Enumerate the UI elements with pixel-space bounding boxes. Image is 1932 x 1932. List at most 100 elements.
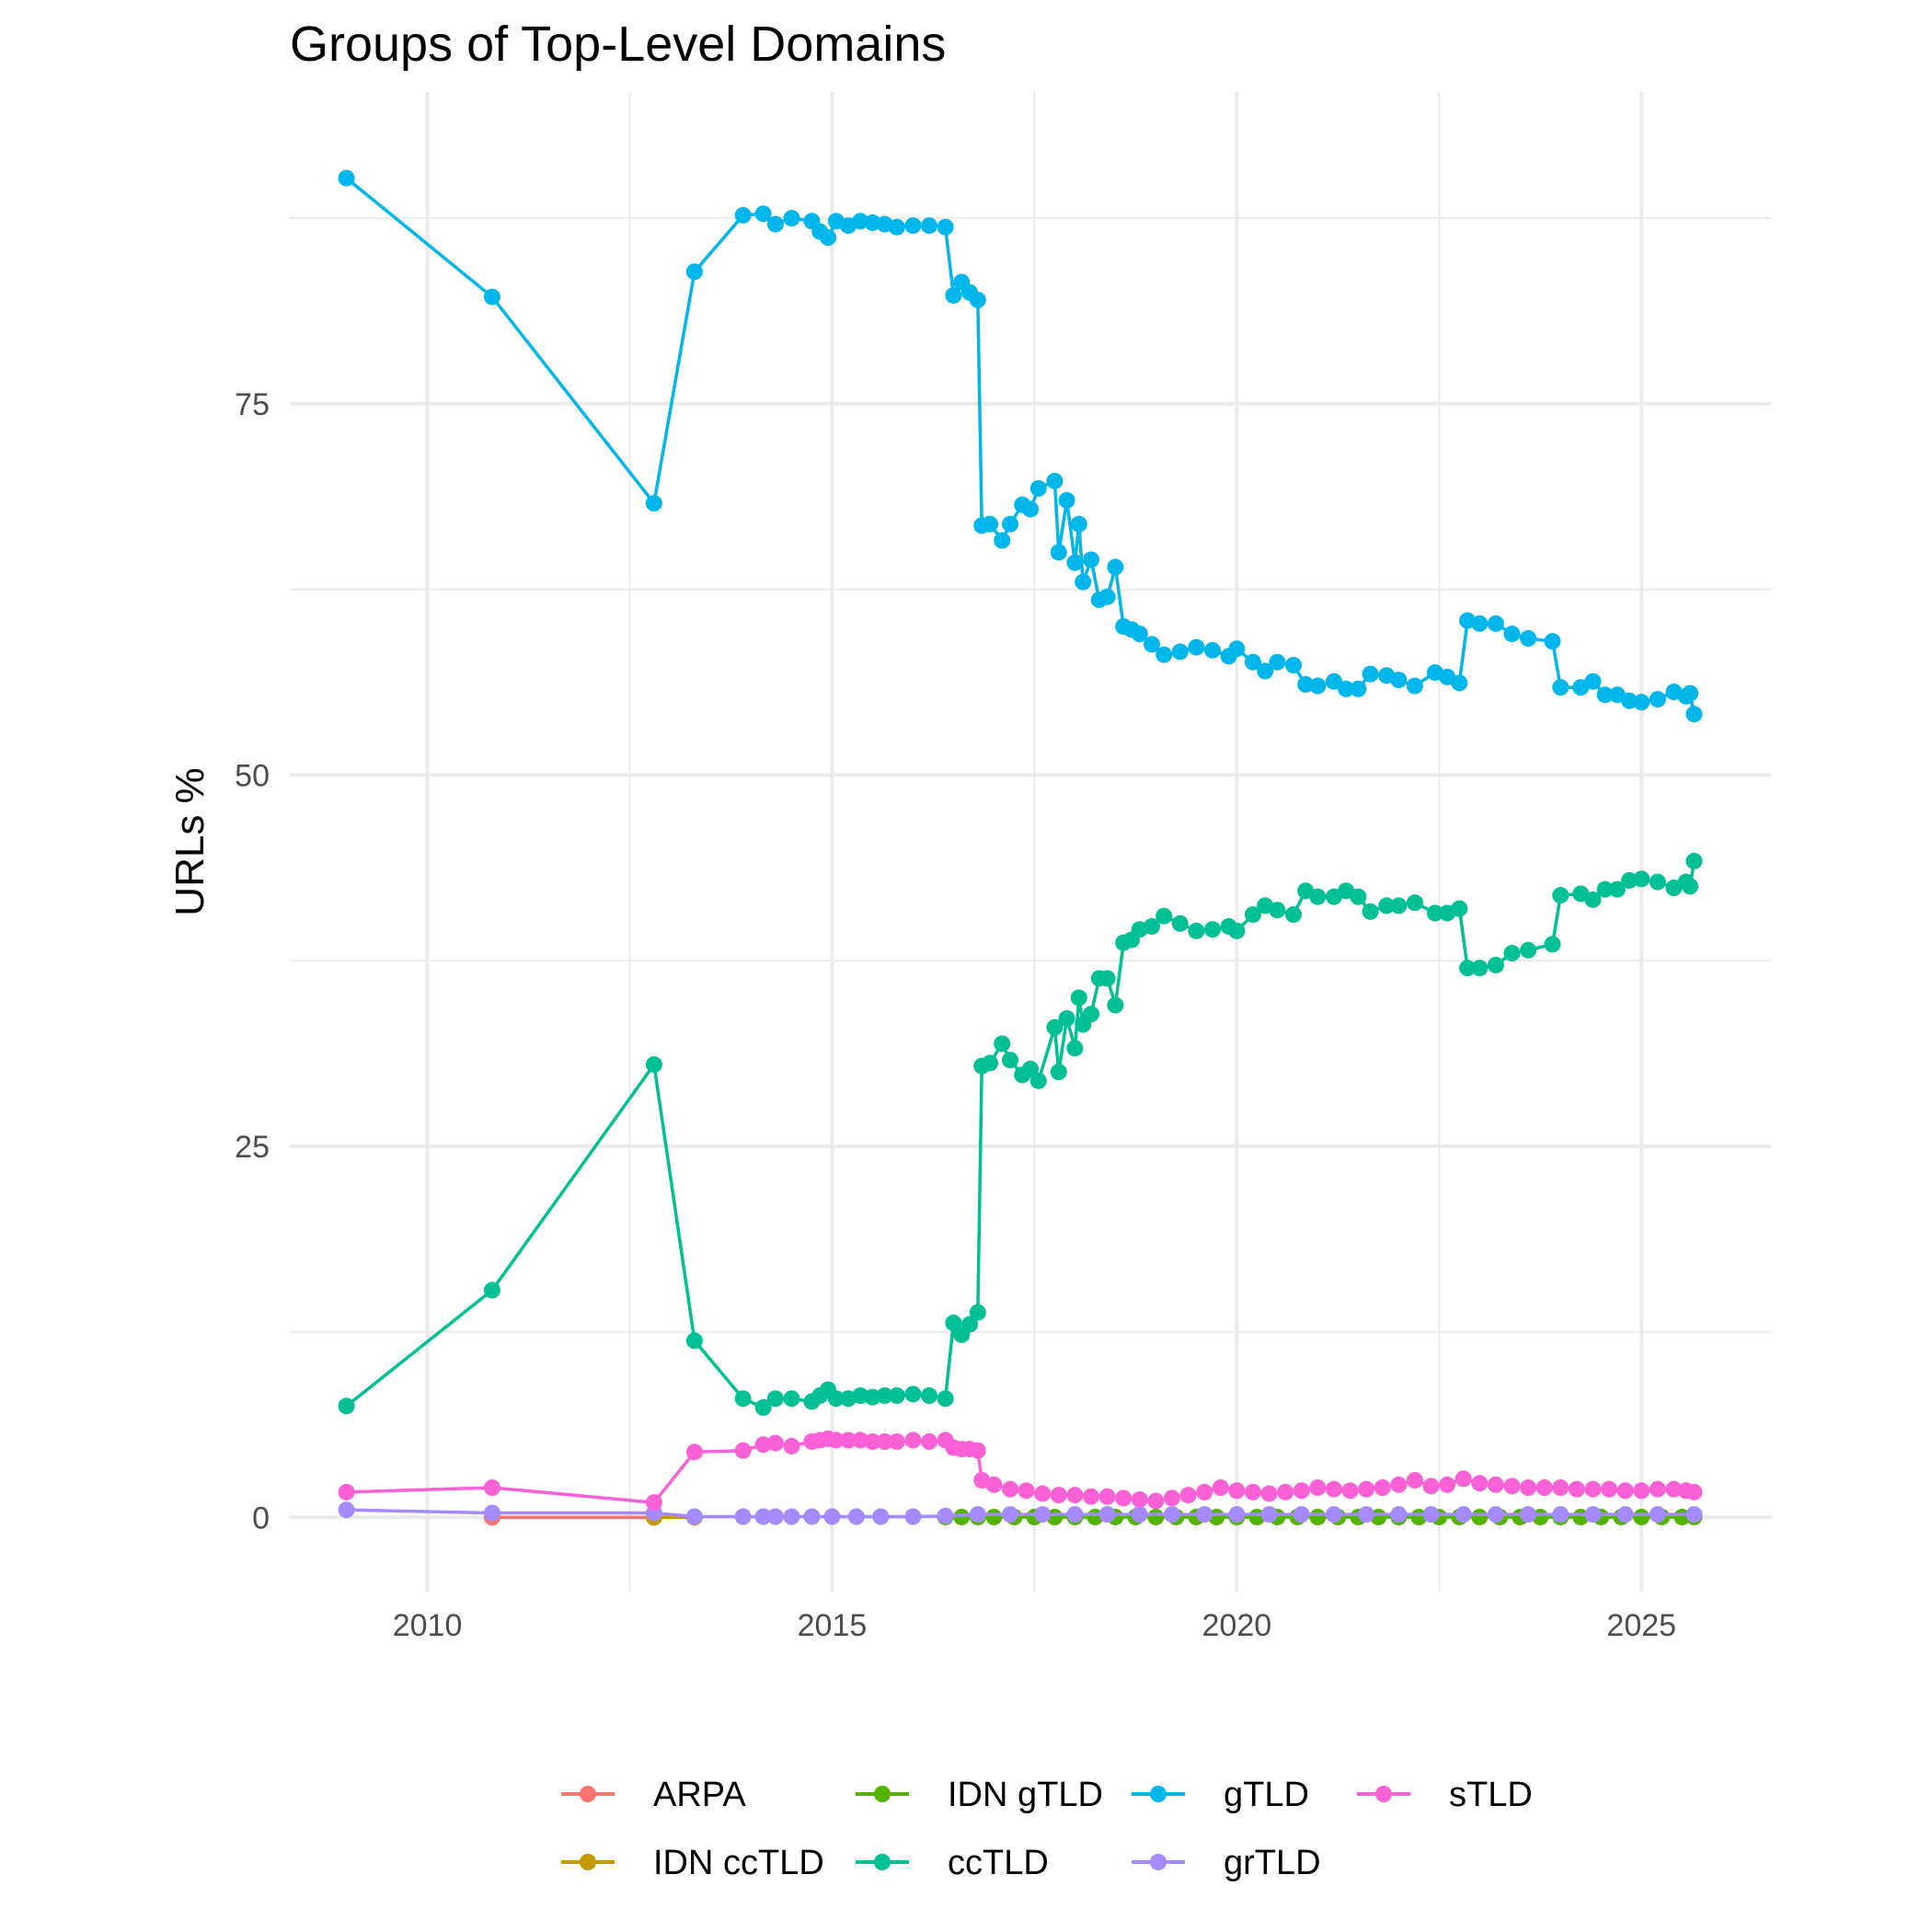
data-point-cctld: [1406, 894, 1423, 912]
data-point-grtld: [1034, 1506, 1052, 1524]
data-point-stld: [1179, 1487, 1197, 1504]
data-point-cctld: [734, 1390, 752, 1408]
data-point-stld: [1034, 1485, 1052, 1502]
data-point-stld: [1374, 1479, 1391, 1497]
data-point-idn-gtld: [953, 1508, 971, 1525]
data-point-grtld: [734, 1508, 752, 1525]
legend-item-idn-cctld: IDN ccTLD: [561, 1844, 824, 1882]
data-point-cctld: [1649, 873, 1666, 891]
data-point-gtld: [1552, 679, 1570, 696]
series-layer: [338, 169, 1703, 1526]
data-point-cctld: [1070, 989, 1087, 1006]
series-stld: [338, 1430, 1703, 1512]
gridlines: [290, 92, 1771, 1592]
data-point-stld: [1422, 1478, 1440, 1495]
data-point-stld: [1685, 1483, 1703, 1501]
data-point-gtld: [1520, 629, 1537, 647]
data-point-grtld: [823, 1508, 841, 1525]
data-point-stld: [921, 1433, 938, 1450]
data-point-gtld: [994, 532, 1011, 549]
data-point-stld: [1552, 1479, 1570, 1497]
data-point-grtld: [904, 1508, 922, 1525]
data-point-grtld: [969, 1506, 986, 1524]
data-point-gtld: [734, 206, 752, 224]
legend-label: gTLD: [1224, 1776, 1309, 1814]
data-point-stld: [1196, 1483, 1213, 1501]
data-point-cctld: [1378, 897, 1396, 914]
data-point-stld: [1455, 1470, 1472, 1488]
data-point-cctld: [1544, 936, 1561, 953]
data-point-gtld: [945, 287, 962, 305]
data-point-cctld: [1228, 922, 1246, 939]
data-point-gtld: [969, 291, 986, 308]
data-point-gtld: [1082, 551, 1099, 569]
data-point-stld: [904, 1432, 922, 1449]
data-point-stld: [864, 1433, 881, 1450]
series-line-gtld: [345, 177, 1696, 715]
data-point-gtld: [1075, 573, 1092, 591]
data-point-stld: [1131, 1490, 1148, 1508]
data-point-gtld: [1297, 675, 1315, 693]
data-point-cctld: [1426, 904, 1443, 922]
data-point-grtld: [754, 1508, 772, 1525]
data-point-gtld: [1188, 638, 1205, 656]
data-point-gtld: [1487, 615, 1504, 632]
data-point-cctld: [766, 1390, 784, 1408]
data-point-idn-gtld: [1147, 1508, 1165, 1525]
data-point-cctld: [1503, 945, 1521, 962]
data-point-stld: [1115, 1489, 1133, 1507]
data-point-grtld: [338, 1501, 355, 1519]
data-point-cctld: [937, 1390, 954, 1408]
data-point-gtld: [1649, 691, 1666, 708]
data-point-grtld: [1002, 1506, 1019, 1524]
data-point-idn-gtld: [985, 1508, 1003, 1525]
data-point-stld: [1665, 1480, 1683, 1498]
data-point-grtld: [872, 1508, 890, 1525]
data-point-gtld: [685, 263, 703, 281]
data-point-grtld: [1649, 1506, 1666, 1524]
data-point-cctld: [1269, 902, 1286, 919]
data-point-stld: [734, 1442, 752, 1459]
data-point-stld: [1018, 1482, 1035, 1500]
data-point-stld: [645, 1494, 662, 1512]
legend-item-arpa: ARPA: [561, 1776, 746, 1814]
data-point-gtld: [1596, 686, 1614, 704]
legend-key-point: [1150, 1786, 1167, 1802]
data-point-gtld: [1098, 588, 1116, 605]
data-point-stld: [1601, 1480, 1618, 1498]
data-point-cctld: [1050, 1064, 1067, 1081]
data-point-cctld: [888, 1386, 905, 1404]
data-point-gtld: [1471, 615, 1489, 632]
data-point-cctld: [945, 1314, 962, 1331]
data-point-cctld: [1596, 880, 1614, 898]
legend-item-gtld: gTLD: [1132, 1776, 1309, 1814]
data-point-gtld: [1325, 673, 1342, 690]
data-point-stld: [1633, 1482, 1650, 1500]
data-point-grtld: [937, 1507, 954, 1524]
data-point-cctld: [1608, 880, 1626, 898]
data-point-cctld: [1046, 1018, 1064, 1036]
data-point-gtld: [1156, 646, 1173, 663]
data-point-stld: [1147, 1492, 1165, 1510]
data-point-stld: [338, 1483, 355, 1501]
data-point-cctld: [1309, 888, 1327, 905]
data-point-stld: [1212, 1479, 1229, 1497]
data-point-gtld: [852, 213, 869, 230]
x-tick-label: 2025: [1606, 1608, 1676, 1643]
data-point-stld: [1341, 1482, 1359, 1500]
series-gtld: [338, 169, 1703, 723]
series-line-cctld: [345, 860, 1696, 1409]
data-point-cctld: [1082, 1006, 1099, 1023]
data-point-gtld: [937, 218, 954, 236]
data-point-cctld: [1171, 914, 1189, 932]
data-point-gtld: [1544, 633, 1561, 650]
data-point-gtld: [1451, 674, 1468, 692]
chart-title: Groups of Top-Level Domains: [290, 17, 946, 72]
data-point-cctld: [1471, 960, 1489, 977]
y-tick-label: 25: [235, 1130, 270, 1165]
data-point-stld: [1616, 1482, 1634, 1500]
data-point-grtld: [1260, 1506, 1278, 1524]
data-point-gtld: [338, 169, 355, 187]
data-point-gtld: [1002, 515, 1019, 533]
data-point-grtld: [1293, 1506, 1310, 1524]
